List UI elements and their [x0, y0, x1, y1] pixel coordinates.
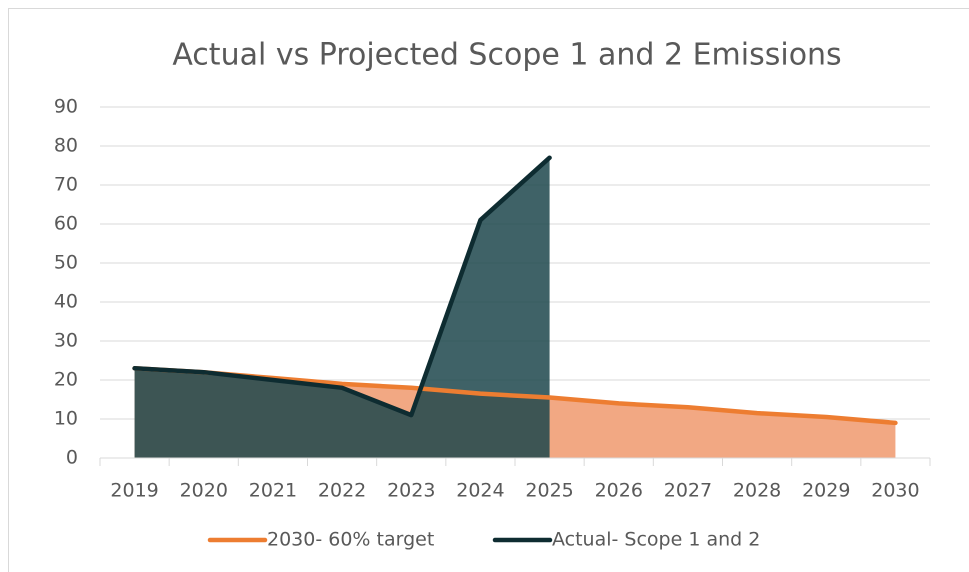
y-tick-label: 30 [54, 330, 78, 352]
x-tick-label: 2026 [595, 480, 643, 502]
x-tick-label: 2024 [456, 480, 504, 502]
x-tick-label: 2023 [387, 480, 435, 502]
y-tick-label: 80 [54, 135, 78, 157]
x-tick-label: 2020 [180, 480, 228, 502]
y-tick-label: 90 [54, 96, 78, 118]
series-area [134, 157, 550, 458]
x-tick-label: 2021 [249, 480, 297, 502]
x-tick-label: 2022 [318, 480, 366, 502]
y-tick-label: 40 [54, 291, 78, 313]
y-tick-label: 60 [54, 213, 78, 235]
y-tick-label: 10 [54, 408, 78, 430]
y-tick-label: 20 [54, 369, 78, 391]
legend-item: Actual- Scope 1 and 2 [492, 529, 760, 551]
x-tick-label: 2028 [733, 480, 781, 502]
y-tick-label: 0 [66, 447, 78, 469]
legend-label: Actual- Scope 1 and 2 [552, 529, 760, 551]
legend-label: 2030- 60% target [267, 529, 434, 551]
legend-item: 2030- 60% target [207, 529, 434, 551]
y-tick-label: 50 [54, 252, 78, 274]
y-tick-label: 70 [54, 174, 78, 196]
x-tick-label: 2027 [664, 480, 712, 502]
series-line [132, 155, 552, 418]
x-tick-label: 2030 [871, 480, 919, 502]
chart-title: Actual vs Projected Scope 1 and 2 Emissi… [172, 38, 841, 73]
x-tick-label: 2025 [525, 480, 573, 502]
x-tick-label: 2019 [110, 480, 158, 502]
x-tick-label: 2029 [802, 480, 850, 502]
